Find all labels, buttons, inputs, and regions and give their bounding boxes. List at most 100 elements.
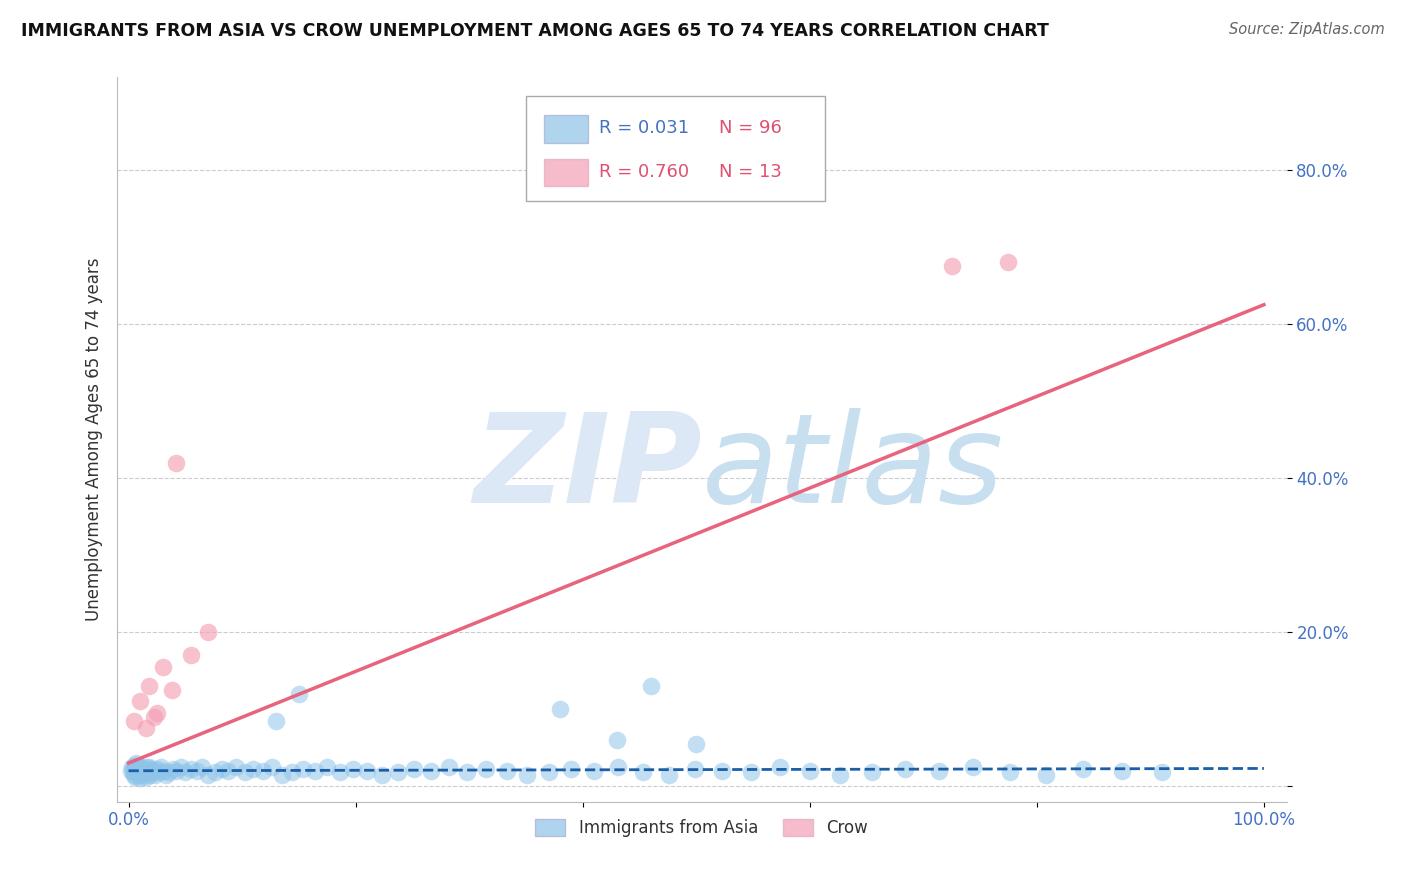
Point [139, 767, 162, 781]
Point [135, 722, 157, 736]
Point [157, 765, 180, 780]
Point [631, 765, 654, 780]
Point [165, 764, 187, 778]
Point [122, 714, 145, 728]
Point [281, 765, 304, 780]
Point [124, 757, 146, 772]
Point [146, 762, 169, 776]
Point [235, 765, 257, 780]
Point [264, 714, 287, 728]
Point [997, 255, 1019, 269]
Point [136, 765, 159, 780]
Point [711, 764, 734, 778]
Point [606, 760, 628, 774]
Point [128, 767, 150, 781]
Point [516, 767, 538, 781]
Point [180, 762, 202, 776]
Point [122, 765, 145, 780]
Point [143, 767, 166, 781]
Point [146, 706, 169, 720]
Point [387, 765, 409, 780]
Point [583, 764, 606, 778]
Point [894, 762, 917, 776]
Point [419, 764, 441, 778]
Point [138, 679, 160, 693]
Point [342, 762, 364, 776]
Point [148, 765, 170, 780]
FancyBboxPatch shape [526, 95, 825, 201]
Point [292, 762, 315, 776]
Point [260, 760, 283, 774]
Point [270, 767, 292, 781]
Point [456, 765, 478, 780]
Point [1150, 765, 1173, 780]
Point [122, 767, 145, 781]
Point [134, 765, 156, 780]
Point [128, 765, 150, 780]
Point [962, 760, 984, 774]
Point [135, 760, 157, 774]
FancyBboxPatch shape [544, 115, 589, 143]
Point [204, 765, 226, 780]
Point [740, 765, 762, 780]
Point [242, 762, 264, 776]
Legend: Immigrants from Asia, Crow: Immigrants from Asia, Crow [529, 813, 875, 844]
Point [135, 764, 157, 778]
Point [122, 762, 145, 776]
Point [475, 762, 498, 776]
Point [180, 648, 202, 663]
Point [127, 760, 149, 774]
Text: N = 13: N = 13 [720, 162, 782, 180]
Point [799, 764, 821, 778]
Point [1111, 764, 1133, 778]
Point [120, 764, 142, 778]
Point [186, 764, 208, 778]
Point [141, 762, 163, 776]
Point [197, 625, 219, 640]
Point [548, 702, 571, 716]
Point [127, 765, 149, 780]
Point [288, 687, 311, 701]
Point [160, 682, 183, 697]
Point [225, 760, 247, 774]
Point [142, 764, 165, 778]
Point [495, 764, 517, 778]
Point [370, 767, 392, 781]
Point [217, 764, 239, 778]
Y-axis label: Unemployment Among Ages 65 to 74 years: Unemployment Among Ages 65 to 74 years [86, 258, 103, 621]
Point [129, 760, 152, 774]
Point [1073, 762, 1095, 776]
Point [928, 764, 950, 778]
Point [131, 767, 153, 781]
FancyBboxPatch shape [544, 159, 589, 186]
Point [1035, 767, 1057, 781]
Point [150, 760, 173, 774]
Point [131, 764, 153, 778]
Text: IMMIGRANTS FROM ASIA VS CROW UNEMPLOYMENT AMONG AGES 65 TO 74 YEARS CORRELATION : IMMIGRANTS FROM ASIA VS CROW UNEMPLOYMEN… [21, 22, 1049, 40]
Point [769, 760, 792, 774]
Point [658, 767, 681, 781]
Point [128, 762, 150, 776]
Point [316, 760, 339, 774]
Point [304, 764, 326, 778]
Text: N = 96: N = 96 [720, 120, 782, 137]
Point [683, 762, 706, 776]
Point [165, 456, 187, 470]
Text: atlas: atlas [702, 408, 1004, 529]
Point [135, 770, 157, 784]
Point [132, 762, 155, 776]
Text: Source: ZipAtlas.com: Source: ZipAtlas.com [1229, 22, 1385, 37]
Point [142, 710, 165, 724]
Point [138, 760, 160, 774]
Point [998, 765, 1021, 780]
Point [537, 765, 560, 780]
Point [125, 764, 148, 778]
Point [329, 765, 352, 780]
Point [606, 733, 628, 747]
Point [830, 767, 852, 781]
Point [640, 679, 662, 693]
Point [125, 756, 148, 770]
Text: R = 0.031: R = 0.031 [599, 120, 689, 137]
Point [152, 659, 174, 673]
Point [941, 259, 963, 273]
